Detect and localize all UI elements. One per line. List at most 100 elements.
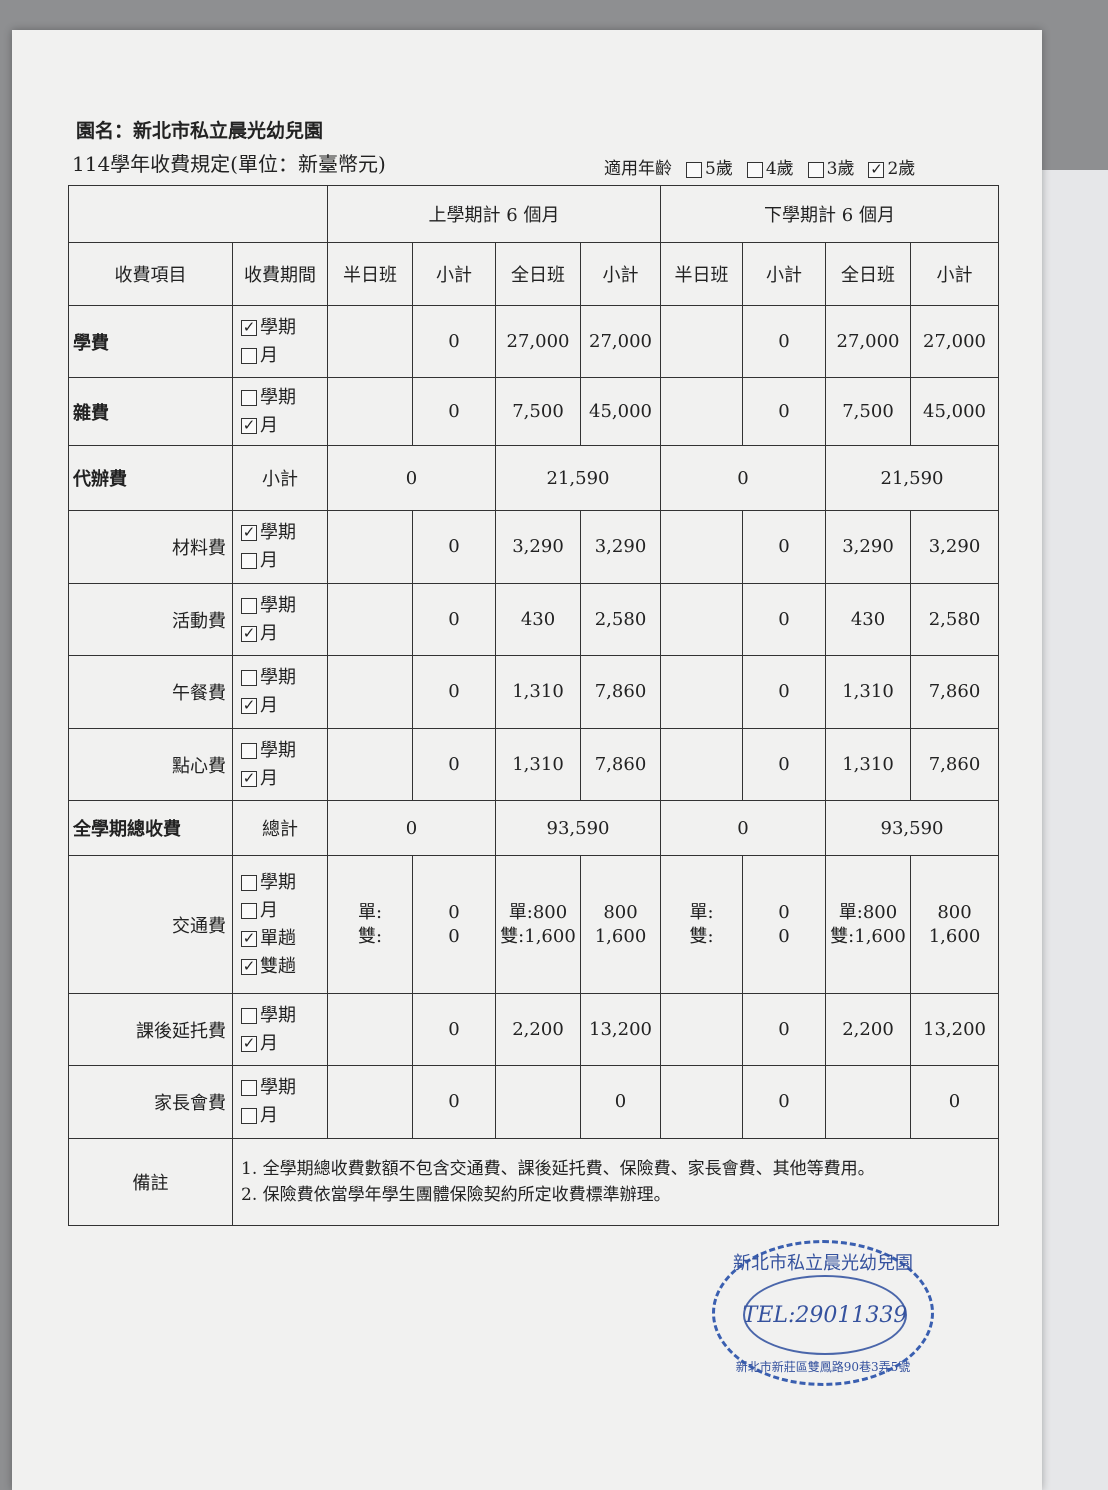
period-option[interactable]: 學期 xyxy=(241,872,296,893)
summary-label: 小計 xyxy=(232,445,328,511)
period-option[interactable]: 學期 xyxy=(241,595,296,616)
kindergarten-name: 園名：新北市私立晨光幼兒園 xyxy=(76,120,324,142)
column-header: 小計 xyxy=(742,242,826,306)
fee-value xyxy=(327,377,413,446)
checkbox-icon[interactable]: ✓ xyxy=(241,768,257,787)
fee-value: 單:800 雙:1,600 xyxy=(495,855,581,994)
fee-value: 13,200 xyxy=(580,993,661,1066)
fee-value: 13,200 xyxy=(910,993,999,1066)
period-option[interactable]: 學期 xyxy=(241,667,296,688)
fee-value xyxy=(327,655,413,729)
blank-cell xyxy=(68,185,328,243)
checkbox-icon[interactable]: ✓ xyxy=(868,159,885,178)
fee-value: 0 xyxy=(742,305,826,378)
period-option[interactable]: 月 xyxy=(241,345,278,366)
checkbox-icon[interactable]: ✓ xyxy=(241,696,257,714)
checkbox-icon[interactable] xyxy=(746,161,763,178)
period-option[interactable]: 學期 xyxy=(241,1077,296,1098)
column-header: 半日班 xyxy=(327,242,413,306)
summary-label: 總計 xyxy=(232,800,328,856)
period-option[interactable]: 學期 xyxy=(241,1005,296,1026)
period-option[interactable]: ✓ 月 xyxy=(241,695,278,716)
checkbox-icon[interactable] xyxy=(241,553,257,569)
age-option[interactable]: 4歲 xyxy=(746,154,794,179)
period-option[interactable]: ✓ 月 xyxy=(241,1032,278,1054)
checkbox-icon[interactable]: ✓ xyxy=(241,523,257,541)
background-folder xyxy=(1040,170,1108,1490)
table-row: 點心費 學期 ✓ 月 0 1,310 7,860 0 1,310 7,860 xyxy=(68,728,999,801)
checkbox-icon[interactable] xyxy=(686,161,702,178)
checkbox-icon[interactable]: ✓ xyxy=(241,317,257,336)
checkbox-icon[interactable] xyxy=(807,161,824,178)
fee-item-name: 代辦費 xyxy=(68,445,233,511)
summary-value: 21,590 xyxy=(495,445,661,511)
fee-value xyxy=(660,728,743,801)
period-options: 學期月 ✓ 單趟 ✓ 雙趟 xyxy=(232,855,328,994)
period-options: 學期 ✓ 月 xyxy=(232,655,328,729)
table-row: 午餐費 學期 ✓ 月 0 1,310 7,860 0 1,310 7,860 xyxy=(68,655,999,729)
age-label: 適用年齡 xyxy=(604,159,672,179)
fee-value: 0 xyxy=(742,1065,826,1139)
checkbox-icon[interactable] xyxy=(241,1080,257,1096)
period-option[interactable]: 月 xyxy=(241,1105,278,1126)
period-option[interactable]: ✓ 單趟 xyxy=(241,927,296,949)
fee-item-name: 學費 xyxy=(68,305,233,378)
fee-value: 27,000 xyxy=(910,305,999,378)
remarks-label: 備註 xyxy=(68,1138,233,1226)
period-option[interactable]: 月 xyxy=(241,550,278,571)
fee-value: 單: 雙: xyxy=(327,855,413,994)
checkbox-icon[interactable] xyxy=(241,874,257,891)
checkbox-icon[interactable] xyxy=(241,902,257,919)
fee-value: 7,860 xyxy=(910,728,999,801)
period-option[interactable]: 學期 xyxy=(241,740,296,761)
age-option[interactable]: ✓ 2歲 xyxy=(868,159,916,179)
checkbox-icon[interactable]: ✓ xyxy=(241,956,257,975)
period-option[interactable]: ✓ 學期 xyxy=(241,522,296,543)
checkbox-icon[interactable] xyxy=(241,597,257,614)
checkbox-icon[interactable]: ✓ xyxy=(241,623,257,642)
fee-value: 3,290 xyxy=(825,510,911,584)
fee-value: 3,290 xyxy=(910,510,999,584)
column-header: 小計 xyxy=(580,242,661,306)
column-header: 全日班 xyxy=(495,242,581,306)
period-header: 收費期間 xyxy=(232,242,328,306)
summary-value: 93,590 xyxy=(495,800,661,856)
period-option[interactable]: ✓ 學期 xyxy=(241,316,296,338)
fee-table: 上學期計 6 個月 下學期計 6 個月 收費項目 收費期間 半日班 小計 全日班 小計 半日班小… xyxy=(68,185,999,1226)
period-option[interactable]: 學期 xyxy=(241,387,296,408)
period-option[interactable]: ✓ 月 xyxy=(241,767,278,789)
period-option[interactable]: ✓ 雙趟 xyxy=(241,955,296,977)
checkbox-icon[interactable] xyxy=(241,347,257,364)
age-option[interactable]: 3歲 xyxy=(807,154,854,179)
fee-value: 0 xyxy=(412,510,496,584)
fee-value xyxy=(660,993,743,1066)
period-option[interactable]: ✓ 月 xyxy=(241,622,278,644)
fee-value: 0 xyxy=(742,655,826,729)
table-row: 全學期總收費 總計 0 93,590 0 93,590 xyxy=(68,800,999,856)
checkbox-icon[interactable] xyxy=(241,389,257,406)
fee-value xyxy=(327,993,413,1066)
period-option[interactable]: ✓ 月 xyxy=(241,414,278,436)
table-row: 活動費 學期 ✓ 月 0 430 2,580 0 430 2,580 xyxy=(68,583,999,656)
checkbox-icon[interactable]: ✓ xyxy=(241,415,257,434)
fee-item-name: 活動費 xyxy=(68,583,233,656)
checkbox-icon[interactable] xyxy=(241,742,257,759)
period-options: 學期 ✓ 月 xyxy=(232,993,328,1066)
age-option[interactable]: 5歲 xyxy=(686,154,733,179)
fee-item-name: 午餐費 xyxy=(68,655,233,729)
second-semester-header: 下學期計 6 個月 xyxy=(660,185,999,243)
fee-item-name: 全學期總收費 xyxy=(68,800,233,856)
first-semester-header: 上學期計 6 個月 xyxy=(327,185,661,243)
fee-value: 0 xyxy=(742,583,826,656)
checkbox-icon[interactable] xyxy=(241,1108,257,1124)
checkbox-icon[interactable]: ✓ xyxy=(241,928,257,947)
period-option[interactable]: 月 xyxy=(241,900,278,921)
remark-item: 2. 保險費依當學年學生團體保險契約所定收費標準辦理。 xyxy=(241,1185,671,1205)
fee-value: 0 xyxy=(412,993,496,1066)
checkbox-icon[interactable] xyxy=(241,670,257,686)
table-row: 雜費 學期 ✓ 月 0 7,500 45,000 0 7,500 45,000 xyxy=(68,377,999,446)
checkbox-icon[interactable]: ✓ xyxy=(241,1033,257,1052)
fee-value: 2,580 xyxy=(910,583,999,656)
age-selector: 適用年齡 5歲 4歲 3歲 ✓ 2歲 xyxy=(604,154,915,179)
checkbox-icon[interactable] xyxy=(241,1007,257,1024)
